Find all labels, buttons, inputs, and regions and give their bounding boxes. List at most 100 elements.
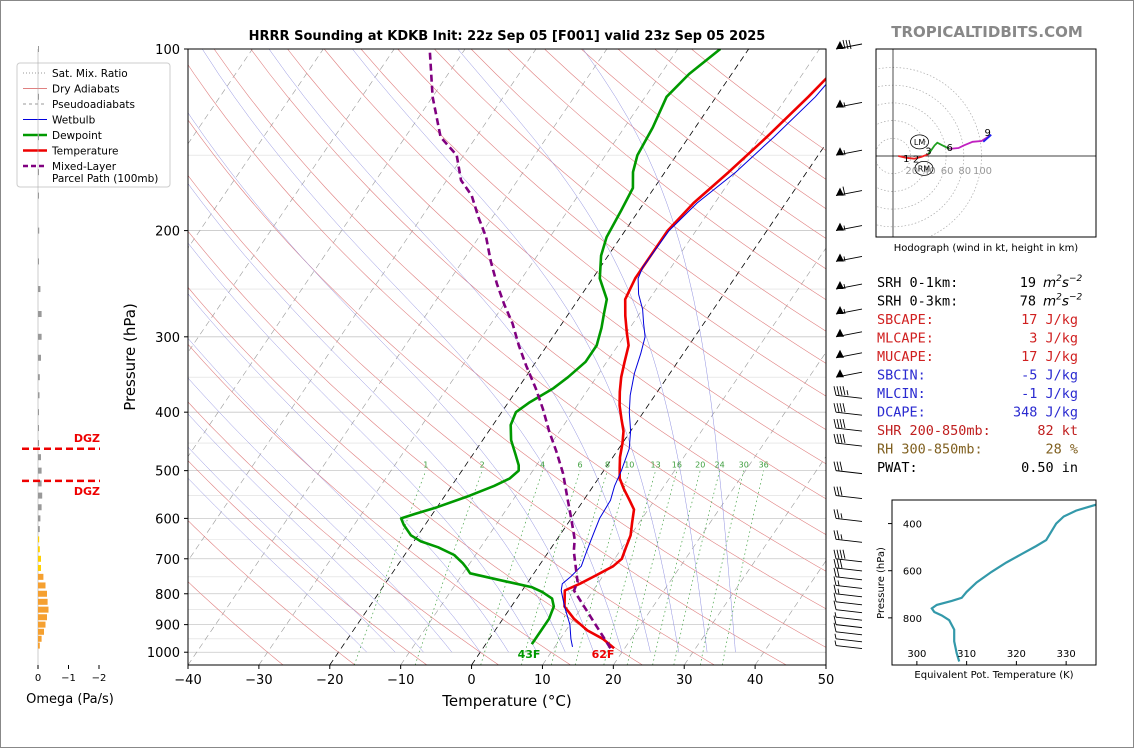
wind-barb-staff bbox=[835, 495, 863, 500]
chart-title: HRRR Sounding at KDKB Init: 22z Sep 05 [… bbox=[249, 29, 766, 44]
theta-e-x-tick-label: 320 bbox=[1007, 649, 1026, 660]
dry-adiabat-line bbox=[188, 64, 826, 610]
isotherm-line bbox=[329, 49, 749, 665]
x-tick-label: −20 bbox=[316, 673, 343, 688]
surface-temperature-label: 62F bbox=[592, 648, 615, 661]
series-temperature-line bbox=[563, 76, 826, 650]
wind-barb-staff bbox=[835, 538, 863, 543]
wind-barb-flag bbox=[833, 622, 837, 632]
wind-barb-flag bbox=[839, 386, 843, 396]
omega-bar bbox=[38, 642, 40, 649]
isotherm-line bbox=[188, 49, 608, 665]
mixing-ratio-line bbox=[480, 470, 543, 665]
mixing-ratio-line bbox=[699, 470, 745, 665]
wind-barb-flag bbox=[839, 461, 843, 471]
moist-adiabat-line bbox=[188, 477, 367, 653]
index-value: -1 J/kg bbox=[1021, 386, 1078, 402]
wind-barb-half-flag bbox=[837, 580, 840, 586]
wind-barb-flag bbox=[842, 39, 846, 50]
series-mixed-layer-line bbox=[428, 49, 612, 649]
omega-bar bbox=[38, 546, 40, 553]
wind-barb-staff bbox=[835, 442, 863, 447]
wind-barb-flag bbox=[836, 433, 840, 444]
mixing-ratio-line bbox=[414, 470, 483, 665]
index-label: SHR 200-850mb: bbox=[877, 423, 991, 439]
hodograph-height-label: 3 bbox=[925, 147, 931, 158]
hodograph-ring-label: 20 bbox=[905, 166, 918, 177]
wind-barb-flag bbox=[833, 433, 837, 444]
wind-barb-flag bbox=[842, 549, 846, 559]
wind-barb-flag bbox=[836, 530, 840, 540]
index-label: RH 300-850mb: bbox=[877, 442, 983, 458]
legend-label: Parcel Path (100mb) bbox=[52, 173, 158, 185]
wind-barb-flag bbox=[833, 418, 837, 429]
hodograph-ring-label: 80 bbox=[958, 166, 971, 177]
isotherm-line bbox=[613, 351, 826, 665]
y-tick-label: 300 bbox=[155, 331, 180, 346]
wind-barb-staff bbox=[835, 638, 863, 643]
omega-bar bbox=[38, 409, 39, 416]
wind-barb-half-flag bbox=[840, 534, 843, 540]
wind-barb-staff bbox=[835, 411, 863, 416]
omega-tick-label: 0 bbox=[35, 673, 41, 684]
x-tick-label: −40 bbox=[174, 673, 201, 688]
dry-adiabat-line bbox=[188, 174, 787, 665]
index-value: 17 J/kg bbox=[1021, 312, 1078, 328]
mixing-ratio-label: 16 bbox=[672, 461, 682, 470]
wind-barb-pennant bbox=[836, 222, 844, 231]
omega-bar bbox=[38, 227, 40, 234]
wind-barbs bbox=[833, 39, 863, 650]
wind-barb-pennant bbox=[836, 328, 844, 337]
wind-barb-half-flag bbox=[843, 308, 846, 315]
omega-bar bbox=[38, 311, 42, 318]
wind-barb-pennant bbox=[836, 369, 844, 378]
brand-watermark: TROPICALTIDBITS.COM bbox=[891, 23, 1083, 41]
mixing-ratio-label: 24 bbox=[715, 461, 725, 470]
wind-barb-flag bbox=[833, 592, 837, 602]
mixing-ratio-label: 4 bbox=[540, 461, 545, 470]
wind-barb-half-flag bbox=[834, 612, 837, 618]
dgz-label: DGZ bbox=[74, 432, 100, 445]
omega-bar bbox=[38, 564, 41, 571]
dry-adiabat-line bbox=[434, 49, 826, 364]
index-unit: m2s−2 bbox=[1043, 293, 1082, 310]
hodograph-height-label: 6 bbox=[946, 143, 952, 154]
hodograph-height-label: 2 bbox=[913, 155, 919, 166]
legend: Sat. Mix. Ratio Dry Adiabats Pseudoadiabat… bbox=[16, 62, 171, 188]
index-value: 17 J/kg bbox=[1021, 349, 1078, 365]
mixing-ratio-label: 30 bbox=[739, 461, 749, 470]
wind-barb-flag bbox=[839, 549, 843, 559]
mixing-ratio-line bbox=[626, 470, 678, 665]
hodograph-marker-ring bbox=[910, 134, 929, 150]
index-label: SBCIN: bbox=[877, 368, 926, 384]
x-tick-label: 50 bbox=[818, 673, 835, 688]
wind-barb-flag bbox=[833, 530, 837, 540]
isotherm-line bbox=[754, 560, 826, 665]
wind-barb-flag bbox=[833, 403, 837, 413]
theta-e-frame bbox=[891, 499, 1097, 666]
x-axis-label: Temperature (°C) bbox=[441, 692, 571, 710]
mixing-ratio-labels: 1 2 4 6 8 10 13 16 20 24 30 36 bbox=[423, 461, 768, 470]
omega-bar bbox=[38, 354, 41, 361]
wind-barb-half-flag bbox=[834, 640, 837, 646]
mixing-ratio-label: 36 bbox=[759, 461, 769, 470]
legend-box bbox=[16, 62, 171, 188]
omega-bar bbox=[38, 169, 39, 176]
hodograph-ring-label: 40 bbox=[923, 166, 936, 177]
x-tick-label: −10 bbox=[387, 673, 414, 688]
wind-barb-flag bbox=[836, 418, 840, 429]
dry-adiabat-line bbox=[188, 343, 571, 665]
wind-barb-pennant bbox=[836, 349, 844, 358]
wind-barb-flag bbox=[842, 433, 846, 444]
moist-adiabat-line bbox=[188, 413, 424, 653]
mixing-ratio-line bbox=[574, 470, 630, 665]
index-value: 19 bbox=[1020, 275, 1036, 291]
dry-adiabat-line bbox=[470, 49, 826, 332]
wind-barb-flag bbox=[836, 567, 840, 577]
legend-label: Dewpoint bbox=[52, 130, 102, 142]
wind-barb-pennant bbox=[836, 306, 844, 315]
wind-barb-flag bbox=[836, 509, 840, 519]
wind-barb-pennant bbox=[836, 147, 844, 156]
mixing-ratio-label: 13 bbox=[651, 461, 661, 470]
legend-label: Mixed-Layer bbox=[52, 161, 117, 173]
